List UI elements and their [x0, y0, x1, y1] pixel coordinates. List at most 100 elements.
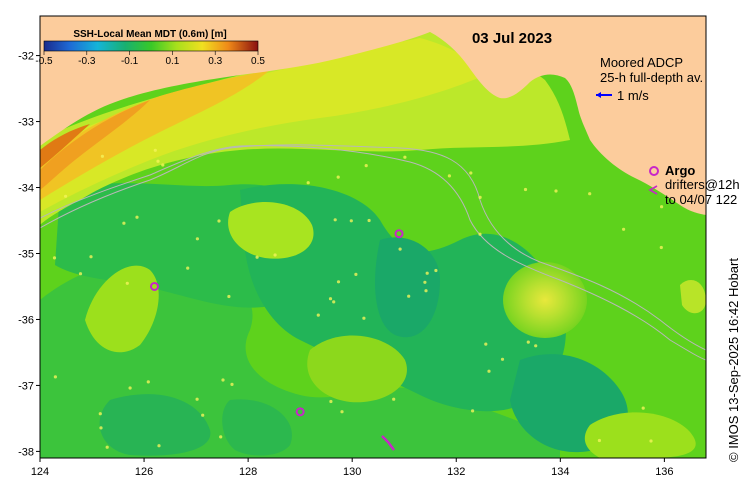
x-tick-label: 126: [135, 466, 153, 478]
y-tick-label: -34: [18, 183, 34, 195]
drifter-dot: [659, 245, 663, 250]
credit-text: © IMOS 13-Sep-2025 16:42 Hobart: [726, 258, 741, 462]
drifter-dot: [99, 426, 103, 430]
y-tick-label: -37: [18, 380, 34, 392]
argo-floats: [149, 229, 404, 417]
high-ssh-regions: [85, 202, 706, 458]
drifter-dot: [219, 435, 223, 439]
drifter-dot: [469, 171, 473, 175]
drifter-dot: [332, 300, 336, 304]
adcp-subtitle: 25-h full-depth av.: [600, 70, 703, 85]
drifter-dot: [201, 413, 205, 417]
drifter-dot: [186, 266, 190, 270]
colorbar-tick-label: 0.1: [165, 56, 179, 67]
drifter-dot: [534, 344, 538, 348]
adcp-arrow-head-icon: [596, 92, 601, 98]
drifter-dot: [349, 219, 353, 223]
drifter-dot: [100, 154, 104, 158]
colorbar-tick-label: 0.5: [251, 56, 265, 67]
drifter-dot: [156, 159, 160, 163]
x-tick-label: 130: [343, 466, 361, 478]
drifter-dot: [336, 175, 340, 179]
drifter-dot: [336, 280, 341, 284]
drifter-dot: [230, 382, 234, 386]
drifter-dot: [329, 399, 333, 404]
y-tick-label: -38: [18, 446, 34, 458]
colorbar-title: SSH-Local Mean MDT (0.6m) [m]: [73, 29, 226, 40]
drifter-dot: [195, 237, 199, 241]
y-tick-label: -36: [18, 314, 34, 326]
colorbar-tick-label: -0.3: [78, 56, 96, 67]
drifter-dot: [340, 410, 344, 414]
coastal-warm-band: [40, 32, 570, 225]
plot-frame: [39, 15, 707, 459]
drifter-dot: [122, 221, 126, 225]
drifter-dot: [500, 357, 505, 361]
y-tick-label: -35: [18, 248, 34, 260]
drifter-dot: [146, 380, 150, 384]
x-tick-label: 124: [31, 466, 49, 478]
drifter-marker-icon: [648, 185, 658, 195]
drifter-dot: [471, 409, 475, 413]
drifter-dot: [125, 281, 129, 285]
drifter-dot: [597, 438, 602, 443]
map-date: 03 Jul 2023: [472, 30, 552, 47]
adcp-scale-label: 1 m/s: [617, 88, 649, 103]
drifter-dot: [367, 218, 371, 223]
y-tick-label: -33: [18, 117, 34, 129]
drifter-dot: [447, 174, 451, 178]
drifter-dot: [423, 280, 427, 284]
drifters-label-1: drifters@12h: [665, 177, 740, 192]
drifter-dot: [398, 247, 402, 251]
drifter-dot: [424, 289, 428, 293]
drifter-dot: [128, 386, 132, 390]
drifter-dot: [362, 316, 366, 320]
argo-float-marker: [149, 281, 159, 291]
drifter-dot: [660, 205, 664, 209]
drifter-dot: [354, 272, 358, 276]
colorbar-tick-label: -0.5: [35, 56, 53, 67]
drifter-dot: [333, 218, 337, 222]
drifter-dot: [227, 294, 231, 299]
drifter-dot: [364, 164, 368, 168]
colorbar: SSH-Local Mean MDT (0.6m) [m] -0.5 -0.3 -0…: [35, 29, 265, 67]
x-axis: 124 126 128 130 132 134 136: [31, 458, 674, 478]
drifter-dot: [407, 294, 411, 298]
drifter-dot: [161, 163, 165, 167]
shelf-contours: [40, 144, 706, 361]
argo-legend: Argo drifters@12h to 04/07 122: [648, 163, 740, 207]
drifter-dot: [328, 297, 333, 301]
colorbar-tick-label: -0.1: [121, 56, 139, 67]
argo-label: Argo: [665, 163, 695, 178]
drifter-dot: [157, 444, 161, 448]
argo-float-marker: [295, 407, 305, 417]
drifter-dot: [523, 187, 528, 192]
colorbar-ticks: -0.5 -0.3 -0.1 0.1 0.3 0.5: [35, 51, 265, 67]
drifter-dot: [135, 215, 139, 219]
drifter-dot: [403, 155, 407, 159]
drifter-dot: [195, 397, 199, 401]
y-tick-label: -32: [18, 51, 34, 63]
drifter-dot: [153, 148, 157, 152]
x-tick-label: 134: [551, 466, 569, 478]
drifter-track-magenta: [381, 435, 395, 451]
drifter-dot: [478, 195, 482, 199]
drifter-dot: [273, 253, 277, 257]
drifter-dot: [306, 181, 310, 185]
drifter-dot: [425, 271, 429, 275]
drifter-dot: [64, 194, 68, 198]
x-tick-label: 136: [655, 466, 673, 478]
argo-float-marker: [394, 229, 404, 239]
x-tick-label: 128: [239, 466, 257, 478]
y-axis: -32 -33 -34 -35 -36 -37 -38: [18, 51, 40, 458]
drifter-dot: [98, 412, 102, 416]
drifter-dot: [649, 439, 653, 443]
drifters-label-2: to 04/07 122: [665, 192, 737, 207]
map-plot-area: [40, 16, 706, 458]
drifter-tracks: [52, 148, 664, 449]
adcp-title: Moored ADCP: [600, 55, 683, 70]
drifter-dot: [255, 255, 259, 259]
drifter-dot: [89, 255, 93, 259]
drifter-dot: [641, 406, 645, 410]
